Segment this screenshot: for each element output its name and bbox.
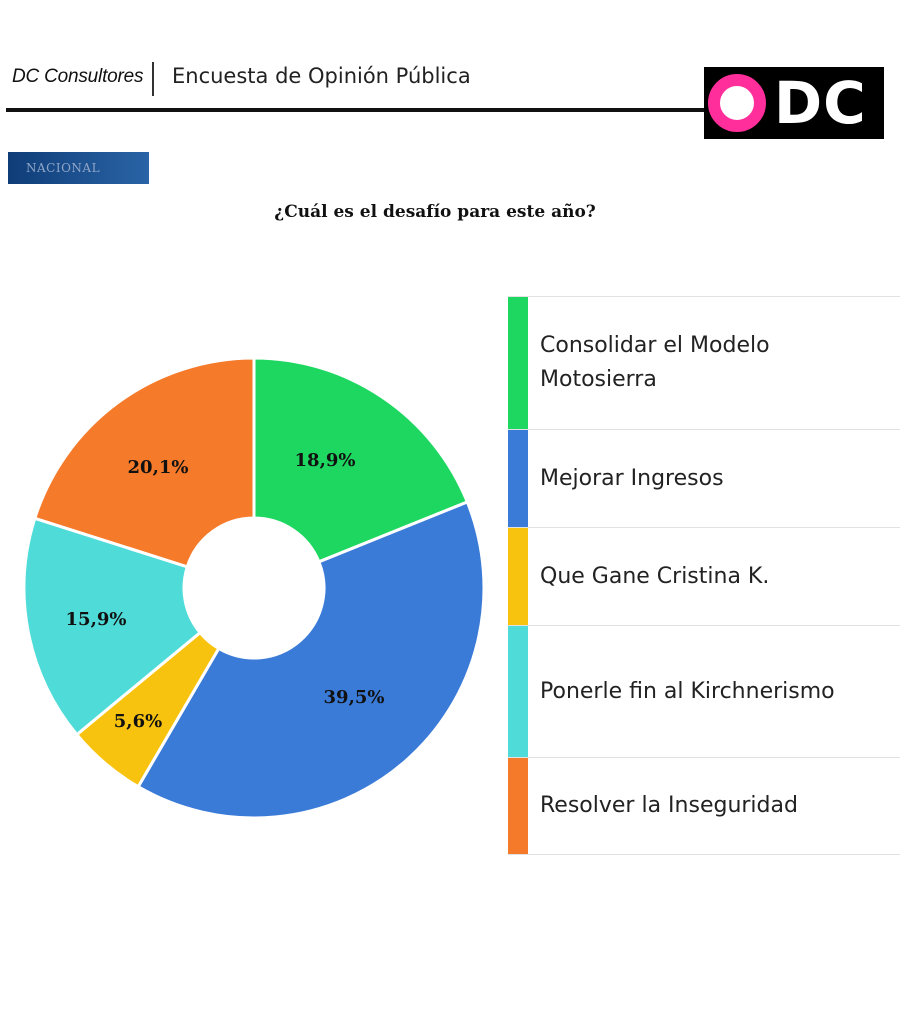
pie-slice-2 (136, 500, 486, 820)
legend-label: Que Gane Cristina K. (540, 563, 770, 589)
legend-swatch (508, 528, 528, 625)
section-badge: NACIONAL (8, 152, 149, 184)
legend-label: Ponerle fin al Kirchnerismo (540, 678, 835, 704)
legend-item-4: Ponerle fin al Kirchnerismo (508, 625, 900, 757)
slice-value-label-3: 5,6% (114, 711, 162, 732)
legend-label: Mejorar Ingresos (540, 465, 724, 491)
pie-slice-4 (22, 516, 203, 737)
header-rule (6, 108, 706, 112)
legend-swatch (508, 758, 528, 854)
slice-value-label-2: 39,5% (324, 687, 385, 708)
legend-item-5: Resolver la Inseguridad (508, 757, 900, 855)
legend-swatch (508, 297, 528, 429)
logo-ring-icon (708, 74, 766, 132)
survey-title: Encuesta de Opinión Pública (172, 64, 471, 88)
pie-slice-5 (32, 356, 256, 569)
legend-swatch (508, 430, 528, 527)
legend-label: Resolver la Inseguridad (540, 793, 798, 818)
slice-value-label-4: 15,9% (66, 609, 127, 630)
donut-chart: 18,9% 39,5% 5,6% 15,9% 20,1% (22, 356, 486, 820)
legend-item-2: Mejorar Ingresos (508, 429, 900, 527)
slice-value-label-1: 18,9% (295, 450, 356, 471)
slice-value-label-5: 20,1% (128, 457, 189, 478)
pie-slice-1 (252, 356, 470, 564)
legend-item-3: Que Gane Cristina K. (508, 527, 900, 625)
report-header: DC Consultores Encuesta de Opinión Públi… (0, 0, 900, 150)
chart-legend: Consolidar el Modelo Motosierra Mejorar I… (508, 296, 900, 855)
legend-label: Consolidar el Modelo Motosierra (540, 333, 770, 392)
logo-text: DC (774, 69, 867, 137)
chart-title: ¿Cuál es el desafío para este año? (274, 202, 596, 222)
legend-swatch (508, 626, 528, 757)
brand-separator (152, 62, 154, 96)
odc-logo: DC (704, 67, 884, 139)
brand-name: DC Consultores (12, 66, 144, 87)
legend-item-1: Consolidar el Modelo Motosierra (508, 296, 900, 429)
